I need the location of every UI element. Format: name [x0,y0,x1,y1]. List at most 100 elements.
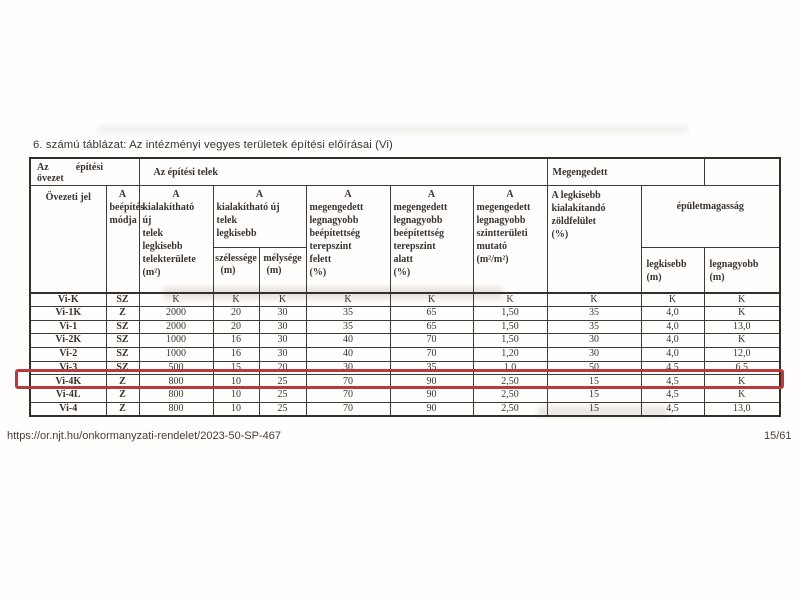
cell-value: 20 [212,319,260,335]
page-title: 6. számú táblázat: Az intézményi vegyes … [33,139,393,151]
cell-value: K [138,292,214,307]
cell-value: 6,5 [703,360,781,376]
cell-zone-id: Vi-4 [29,401,107,417]
col-header-beepitettseg-alatt: A megengedett legnagyobb beépítettség te… [389,185,474,293]
cell-value: 50 [546,360,642,376]
cell-value: 2000 [138,306,214,321]
cell-value: 2,50 [472,388,548,403]
cell-value: K [546,292,642,307]
scan-artifact-smudge [98,126,688,133]
cell-value: 4,5 [640,360,705,376]
cell-value: K [703,374,781,390]
cell-value: 30 [546,347,642,362]
cell-build-mode: SZ [105,360,140,376]
cell-value: 70 [389,333,474,349]
cell-value: 4,0 [640,319,705,335]
cell-build-mode: Z [105,388,140,403]
table-row: Vi-1 SZ 2000 20 30 35 65 1,50 35 4,0 13,0 [29,319,781,335]
col-header-szelessege: szélessége (m) [212,247,260,293]
regulation-table: Az építési övezet Az építési telek Megen… [29,157,782,418]
group-header-allowed: Megengedett [546,157,705,186]
cell-build-mode: SZ [105,347,140,362]
cell-value: 90 [389,401,474,417]
cell-value: 30 [258,333,307,349]
cell-value: 25 [258,401,307,417]
cell-value: 4,0 [640,347,705,362]
cell-value: 1,50 [472,306,548,321]
cell-value: 15 [212,360,260,376]
group-header-plot: Az építési telek [138,157,548,186]
cell-value: K [258,292,307,307]
cell-value: 65 [389,319,474,335]
cell-build-mode: SZ [105,292,140,307]
cell-value: 30 [546,333,642,349]
col-header-telekterulet: A kialakítható új telek legkisebb telekt… [138,185,214,293]
cell-value: 20 [212,306,260,321]
cell-value: 35 [389,360,474,376]
group-header-zone: Az építési övezet [29,157,140,186]
col-header-legkisebb-m: legkisebb (m) [640,247,705,293]
cell-value: K [640,292,705,307]
table-row: Vi-1K Z 2000 20 30 35 65 1,50 35 4,0 K [29,306,781,321]
cell-zone-id: Vi-1 [29,319,107,335]
cell-build-mode: SZ [105,319,140,335]
cell-value: 35 [546,319,642,335]
cell-value: 800 [138,401,214,417]
cell-value: 30 [258,319,307,335]
table-row: Vi-2K SZ 1000 16 30 40 70 1,50 30 4,0 K [29,333,781,349]
cell-value: 2,50 [472,374,548,390]
cell-zone-id: Vi-4K [29,374,107,390]
cell-value: 1,50 [472,319,548,335]
table-row: Vi-4L Z 800 10 25 70 90 2,50 15 4,5 K [29,388,781,403]
cell-value: 12,0 [703,347,781,362]
cell-value: K [703,333,781,349]
cell-value: 40 [305,347,391,362]
cell-zone-id: Vi-2 [29,347,107,362]
cell-value: 4,0 [640,306,705,321]
cell-value: 40 [305,333,391,349]
cell-value: 1,50 [472,333,548,349]
cell-value: 30 [258,306,307,321]
cell-zone-id: Vi-4L [29,388,107,403]
cell-value: 30 [258,347,307,362]
table-row: Vi-2 SZ 1000 16 30 40 70 1,20 30 4,0 12,0 [29,347,781,362]
col-header-beepites-modja: A beépítés módja [105,185,144,293]
cell-value: 35 [305,319,391,335]
footer-url: https://or.njt.hu/onkormanyzati-rendelet… [7,430,281,442]
cell-value: 800 [138,374,214,390]
cell-value: K [389,292,474,307]
cell-value: K [703,306,781,321]
col-header-ovezeti-jel: Övezeti jel [29,185,107,293]
cell-value: 4,5 [640,374,705,390]
table-body: Vi-K SZ K K K K K K K K K Vi-1K Z 2000 20 30 35 65 1,50 35 4… [29,292,781,417]
cell-value: 13,0 [703,319,781,335]
zone-word-ovezet: övezet [37,173,64,184]
cell-value: 70 [305,401,391,417]
cell-value: 10 [212,401,260,417]
cell-value: 70 [305,388,391,403]
cell-build-mode: Z [105,401,140,417]
col-header-zoldfelulet: A legkisebb kialakítandó zöldfelület (%) [546,185,642,293]
cell-value: 70 [389,347,474,362]
cell-zone-id: Vi-K [29,292,107,307]
cell-value: K [212,292,260,307]
cell-build-mode: SZ [105,333,140,349]
cell-value: K [703,292,781,307]
cell-value: 20 [258,360,307,376]
cell-value: 10 [212,388,260,403]
cell-value: 1,0 [472,360,548,376]
col-header-szintteruleti-mutato: A megengedett legnagyobb szintterületi m… [472,185,548,293]
cell-value: 30 [305,360,391,376]
col-header-beepitettseg-felett: A megengedett legnagyobb beépítettség te… [305,185,391,293]
cell-value: 35 [305,306,391,321]
cell-value: 90 [389,374,474,390]
table-row: Vi-4 Z 800 10 25 70 90 2,50 15 4,5 13,0 [29,401,781,417]
cell-build-mode: Z [105,306,140,321]
cell-zone-id: Vi-3 [29,360,107,376]
table-row: Vi-K SZ K K K K K K K K K [29,292,781,307]
cell-value: 16 [212,333,260,349]
cell-value: 25 [258,388,307,403]
cell-value: K [703,388,781,403]
cell-value: 800 [138,388,214,403]
cell-value: 2000 [138,319,214,335]
